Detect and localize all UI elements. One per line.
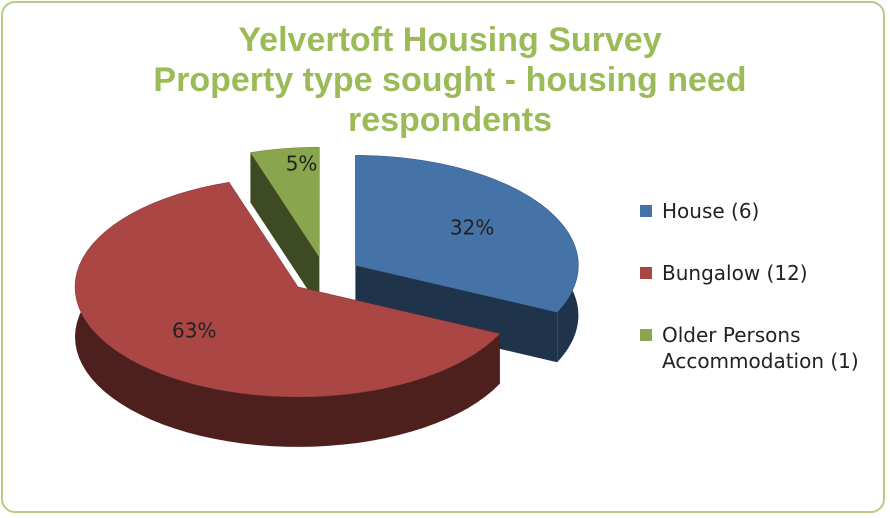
legend-swatch [640, 329, 652, 341]
data-label: 5% [286, 151, 318, 175]
slice-top [355, 155, 579, 313]
legend-swatch [640, 267, 652, 279]
legend-label: Older Persons Accommodation (1) [662, 323, 859, 373]
slice [355, 155, 579, 363]
slice-top [250, 146, 320, 259]
slice [74, 182, 501, 447]
slice [250, 146, 320, 308]
legend-item: Older Persons Accommodation (1) [640, 322, 880, 374]
data-label: 63% [172, 319, 216, 343]
title-line: Yelvertoft Housing Survey [238, 21, 662, 59]
chart-title: Yelvertoft Housing Survey Property type … [130, 20, 770, 140]
legend-swatch [640, 205, 652, 217]
data-label: 32% [450, 215, 494, 239]
slice-wall [355, 265, 558, 363]
legend-label: House (6) [662, 199, 760, 223]
slice-top [74, 182, 501, 398]
legend-label: Bungalow (12) [662, 261, 808, 285]
legend: House (6) Bungalow (12) Older Persons Acco… [640, 198, 880, 410]
legend-item: House (6) [640, 198, 880, 224]
title-line: Property type sought - housing need resp… [153, 61, 747, 139]
legend-item: Bungalow (12) [640, 260, 880, 286]
